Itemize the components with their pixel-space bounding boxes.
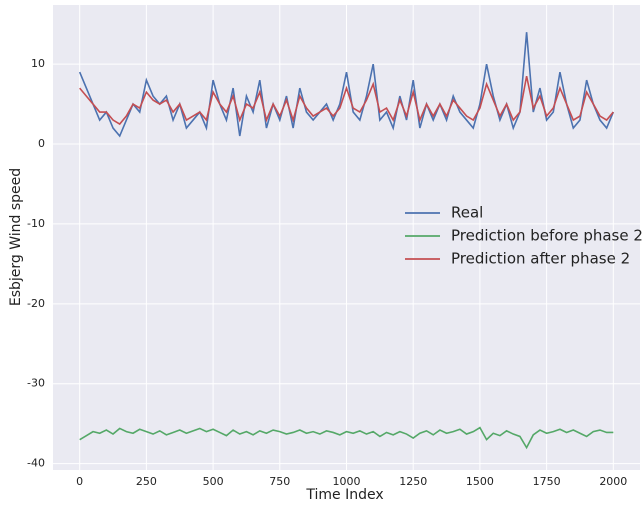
x-tick-label: 2000 [599,475,627,488]
x-tick-label: 1500 [466,475,494,488]
x-axis-label: Time Index [305,487,383,503]
legend-label: Prediction after phase 2 [451,250,630,268]
x-tick-label: 1250 [399,475,427,488]
legend-label: Real [451,204,483,222]
y-tick-label: -10 [27,217,45,230]
y-tick-label: -30 [27,377,45,390]
y-axis-label: Esbjerg Wind speed [8,168,24,306]
series-line [79,426,614,450]
y-tick-label: -40 [27,457,45,470]
x-tick-label: 250 [136,475,157,488]
y-tick-label: 10 [31,57,45,70]
x-tick-label: 750 [269,475,290,488]
x-tick-label: 1750 [533,475,561,488]
y-tick-label: 0 [38,137,45,150]
y-tick-label: -20 [27,297,45,310]
x-tick-label: 0 [76,475,83,488]
legend-label: Prediction before phase 2 [451,227,643,245]
x-tick-label: 1000 [333,475,361,488]
series-line [79,75,614,126]
x-tick-label: 500 [203,475,224,488]
